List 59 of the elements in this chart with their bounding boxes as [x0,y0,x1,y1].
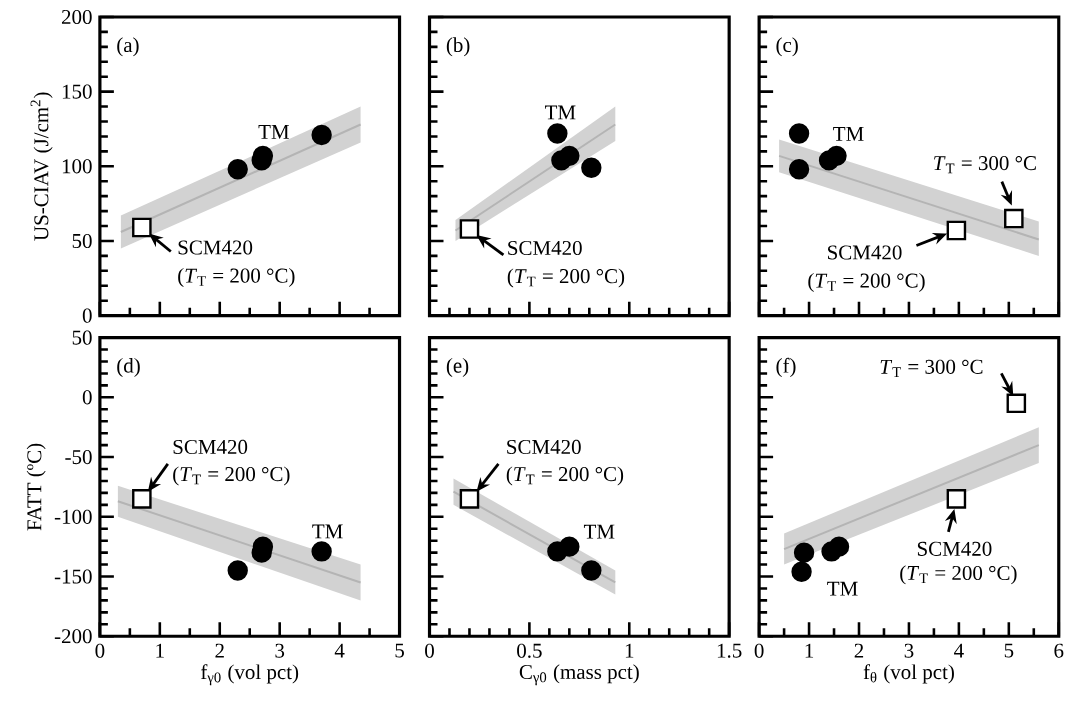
annotation: (b) [446,37,470,57]
x-tick-label: 1.5 [717,643,742,658]
y-axis-title: US-CIAV (J/cm$^{2}$) [30,92,53,241]
x-tick-label: 4 [954,643,964,658]
y-tick-label: 0 [82,390,92,405]
annotation: (c) [776,37,798,57]
annotation: SCM420 [917,541,992,556]
annotation: T$_{T}$ = 300 °C [880,359,983,377]
annotation: (e) [446,357,469,377]
y-axis-title: FATT (ºC) [26,443,46,531]
x-tick-label: 3 [904,643,914,658]
annotation: (d) [117,357,140,377]
x-tick-label: 0.5 [517,643,542,658]
x-tick-label: 0 [754,643,764,658]
y-tick-label: -200 [54,629,92,644]
x-axis-title: f$_{γ0}$ (vol pct) [201,664,299,686]
annotation: TM [258,124,290,139]
annotation: SCM420 [178,240,253,255]
annotation: SCM420 [508,240,582,256]
annotation: SCM420 [828,245,902,260]
y-tick-label: 50 [72,233,92,248]
annotation: SCM420 [507,439,581,454]
annotation: TM [827,581,858,596]
annotation: TM [583,524,615,539]
x-tick-label: 3 [275,643,285,658]
x-tick-label: 5 [1004,643,1014,658]
x-tick-label: 2 [854,643,864,658]
annotation: TM [833,126,864,141]
y-tick-label: 0 [82,308,92,323]
annotation: (T$_{T}$ = 200 °C) [506,466,624,486]
x-tick-label: 5 [395,643,404,658]
x-tick-label: 1 [156,643,164,658]
x-axis-title: C$_{γ0}$ (mass pct) [519,664,639,686]
x-tick-label: 4 [334,643,345,658]
x-tick-label: 6 [1054,643,1064,658]
annotation: TM [545,105,576,120]
x-axis-title: f$_{θ}$ (vol pct) [863,664,954,684]
annotation: SCM420 [173,439,248,454]
x-tick-label: 0 [425,643,434,658]
annotation: (T$_{T}$ = 200 °C) [178,267,295,287]
annotation: (T$_{T}$ = 200 °C) [900,565,1017,585]
annotation: (T$_{T}$ = 200 °C) [507,268,625,288]
annotation: (T$_{T}$ = 200 °C) [173,466,290,486]
y-tick-label: -150 [54,569,92,584]
y-tick-label: 200 [61,9,92,24]
annotation: TM [312,524,343,539]
annotation: (a) [117,37,139,57]
x-tick-label: 1 [805,643,814,658]
x-tick-label: 0 [95,643,105,658]
y-tick-label: 150 [62,84,92,99]
annotation: (T$_{T}$ = 200 °C) [808,272,925,292]
annotation: T$_{T}$ = 300 °C [934,155,1036,174]
y-tick-label: -100 [54,509,92,524]
x-tick-label: 1 [625,643,634,658]
x-tick-label: 2 [215,643,224,658]
annotation: (f) [776,357,796,378]
y-tick-label: -50 [65,449,92,465]
y-tick-label: 50 [72,330,92,345]
y-tick-label: 100 [62,159,92,174]
